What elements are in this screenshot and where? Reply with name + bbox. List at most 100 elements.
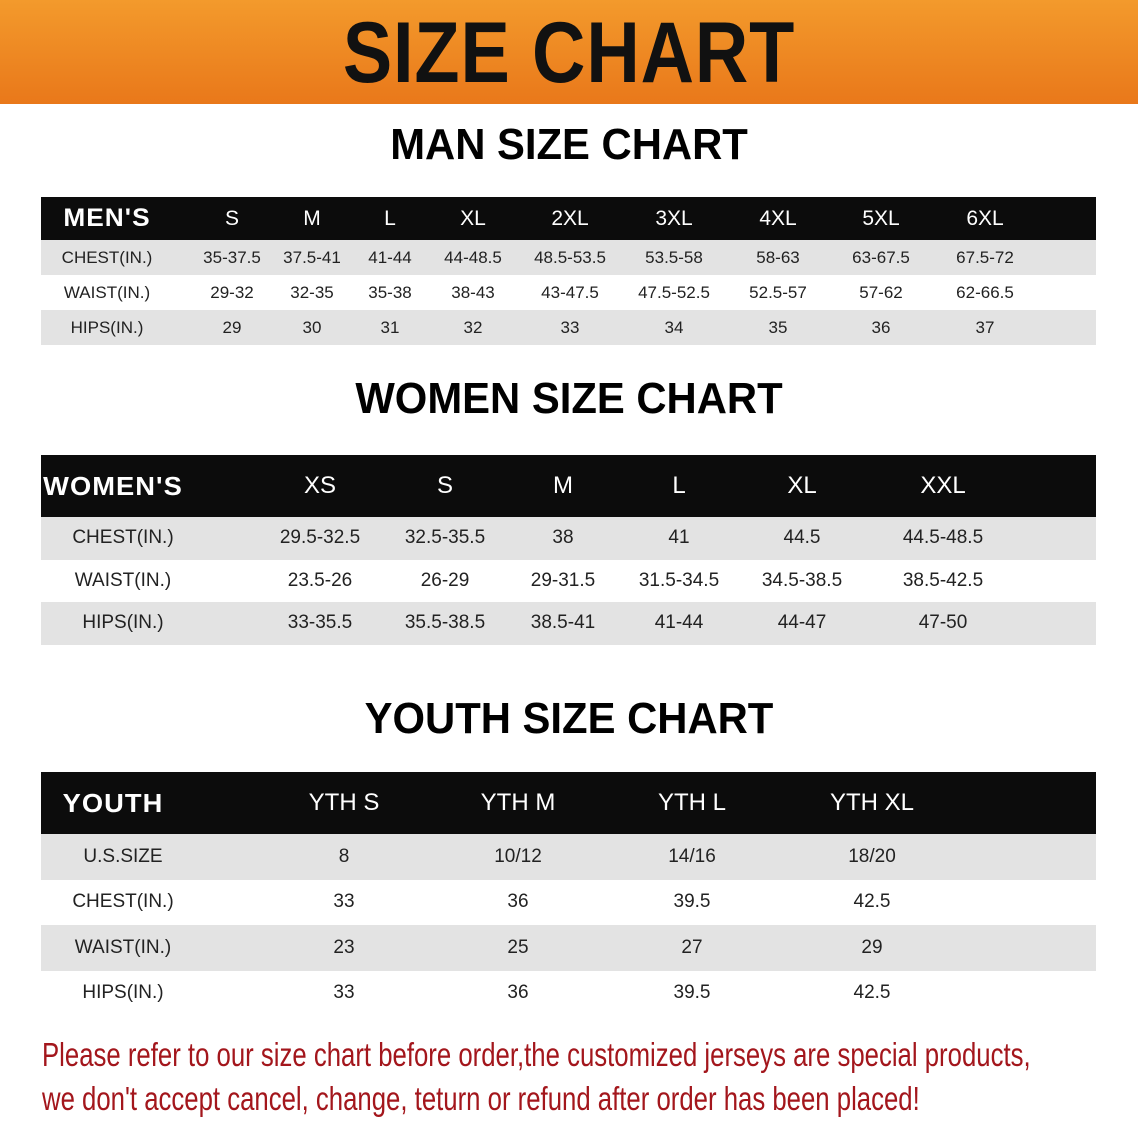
table-row: CHEST(IN.) 33 36 39.5 42.5	[41, 879, 1096, 925]
table-cell: 44-47	[777, 612, 827, 634]
row-label: CHEST(IN.)	[61, 247, 153, 267]
men-size-header: 3XL	[655, 206, 693, 230]
women-size-header: M	[553, 472, 573, 499]
table-cell: 31.5-34.5	[638, 569, 720, 591]
women-size-header: S	[436, 472, 454, 499]
table-row: WAIST(IN.) 23.5-26 26-29 29-31.5 31.5-34.5 34…	[41, 559, 1096, 602]
table-row: U.S.SIZE 8 10/12 14/16 18/20	[41, 834, 1096, 880]
table-cell: 47-50	[918, 612, 968, 634]
table-cell: 44.5	[783, 527, 821, 549]
table-row: HIPS(IN.) 33 36 39.5 42.5	[41, 970, 1096, 1016]
table-cell: 41	[668, 527, 690, 549]
table-cell: 63-67.5	[852, 247, 910, 267]
table-cell: 41-44	[654, 612, 704, 634]
row-label: CHEST(IN.)	[72, 891, 174, 913]
table-cell: 44-48.5	[444, 247, 502, 267]
table-cell: 39.5	[673, 982, 711, 1004]
table-cell: 37	[975, 317, 995, 337]
table-cell: 33	[333, 891, 355, 913]
table-cell: 34.5-38.5	[761, 569, 843, 591]
men-size-header: M	[303, 206, 321, 230]
table-cell: 30	[302, 317, 322, 337]
youth-size-header: YTH M	[480, 789, 556, 816]
table-cell: 27	[681, 936, 703, 958]
row-label: WAIST(IN.)	[63, 282, 151, 302]
women-section-title: WOMEN SIZE CHART	[355, 374, 783, 423]
table-cell: 38.5-42.5	[902, 569, 984, 591]
footer-notice-line-2: we don't accept cancel, change, teturn o…	[42, 1080, 920, 1117]
table-cell: 31	[380, 317, 400, 337]
banner-title: SIZE CHART	[342, 5, 796, 101]
table-cell: 57-62	[859, 282, 903, 302]
men-size-table: MEN'S S M L XL 2XL 3XL 4XL 5XL 6XL CHEST(IN.) 35-37…	[41, 197, 1096, 345]
table-cell: 33	[333, 982, 355, 1004]
youth-section-title: YOUTH SIZE CHART	[364, 694, 774, 743]
table-cell: 38	[552, 527, 574, 549]
table-cell: 26-29	[420, 569, 470, 591]
men-section-title: MAN SIZE CHART	[390, 120, 748, 169]
youth-header-label: YOUTH	[62, 787, 164, 818]
table-row: CHEST(IN.) 35-37.5 37.5-41 41-44 44-48.5 48.5…	[41, 240, 1096, 275]
table-cell: 35-37.5	[203, 247, 261, 267]
men-size-header: L	[384, 206, 396, 230]
table-cell: 38.5-41	[530, 612, 596, 634]
table-cell: 10/12	[494, 845, 542, 867]
row-label: HIPS(IN.)	[70, 317, 144, 337]
table-cell: 48.5-53.5	[534, 247, 606, 267]
table-cell: 32-35	[290, 282, 334, 302]
women-size-header: XS	[303, 472, 337, 499]
table-cell: 67.5-72	[956, 247, 1014, 267]
table-cell: 35.5-38.5	[404, 612, 486, 634]
table-cell: 23	[333, 936, 355, 958]
table-cell: 29.5-32.5	[279, 527, 361, 549]
men-header-label: MEN'S	[63, 204, 151, 232]
youth-size-header: YTH L	[657, 789, 727, 816]
women-size-table: WOMEN'S XS S M L XL XXL CHEST(IN.) 29.5-32.5 32.5…	[41, 455, 1096, 645]
row-label: U.S.SIZE	[83, 845, 163, 867]
row-label: WAIST(IN.)	[74, 569, 172, 591]
men-size-header: 5XL	[862, 206, 900, 230]
youth-header-row: YOUTH YTH S YTH M YTH L YTH XL	[41, 772, 1096, 834]
table-cell: 35	[768, 317, 788, 337]
table-cell: 47.5-52.5	[638, 282, 710, 302]
table-cell: 29	[222, 317, 242, 337]
table-cell: 34	[664, 317, 684, 337]
table-cell: 41-44	[368, 247, 412, 267]
table-cell: 14/16	[668, 845, 716, 867]
table-cell: 38-43	[451, 282, 495, 302]
table-cell: 23.5-26	[287, 569, 353, 591]
row-label: HIPS(IN.)	[82, 982, 164, 1004]
row-label: CHEST(IN.)	[72, 527, 174, 549]
men-size-header: 6XL	[966, 206, 1004, 230]
table-row: WAIST(IN.) 29-32 32-35 35-38 38-43 43-47.5 47.…	[41, 275, 1096, 310]
table-cell: 29-32	[210, 282, 254, 302]
women-header-label: WOMEN'S	[43, 470, 183, 501]
table-cell: 8	[338, 845, 350, 867]
women-header-row: WOMEN'S XS S M L XL XXL	[41, 455, 1096, 517]
women-size-header: L	[672, 472, 686, 499]
youth-size-header: YTH S	[308, 789, 380, 816]
table-cell: 18/20	[848, 845, 896, 867]
table-cell: 29-31.5	[530, 569, 596, 591]
men-size-header: 4XL	[759, 206, 797, 230]
table-cell: 35-38	[368, 282, 412, 302]
table-cell: 52.5-57	[749, 282, 807, 302]
table-cell: 53.5-58	[645, 247, 703, 267]
women-size-header: XL	[787, 472, 817, 499]
footer-notice-line-1: Please refer to our size chart before or…	[42, 1036, 1031, 1073]
table-cell: 25	[507, 936, 529, 958]
youth-size-header: YTH XL	[829, 789, 915, 816]
table-cell: 36	[507, 891, 529, 913]
table-cell: 39.5	[673, 891, 711, 913]
women-size-header: XXL	[920, 472, 966, 499]
table-cell: 36	[507, 982, 529, 1004]
table-cell: 58-63	[756, 247, 800, 267]
table-cell: 42.5	[853, 891, 891, 913]
table-cell: 43-47.5	[541, 282, 599, 302]
table-cell: 42.5	[853, 982, 891, 1004]
men-size-header: S	[224, 206, 240, 230]
row-label: WAIST(IN.)	[74, 936, 172, 958]
table-cell: 33-35.5	[287, 612, 353, 634]
table-cell: 33	[560, 317, 580, 337]
row-label: HIPS(IN.)	[82, 612, 164, 634]
